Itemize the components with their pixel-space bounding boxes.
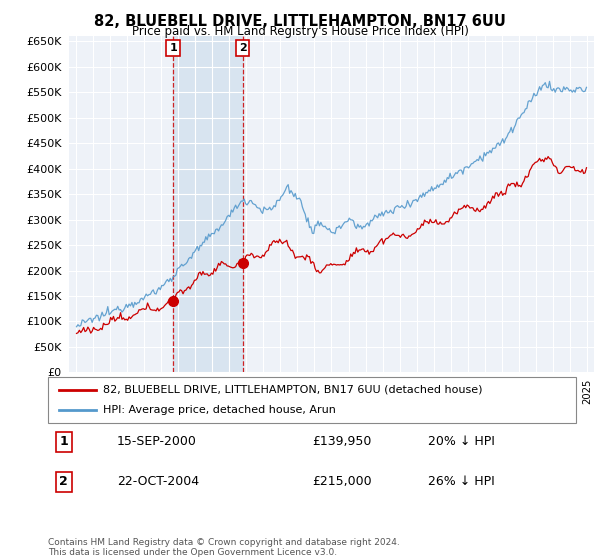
Text: 20% ↓ HPI: 20% ↓ HPI bbox=[428, 435, 495, 449]
Text: 2: 2 bbox=[59, 475, 68, 488]
Text: £215,000: £215,000 bbox=[312, 475, 371, 488]
Text: 2: 2 bbox=[239, 43, 247, 53]
Text: 26% ↓ HPI: 26% ↓ HPI bbox=[428, 475, 495, 488]
Text: 1: 1 bbox=[169, 43, 177, 53]
Text: 15-SEP-2000: 15-SEP-2000 bbox=[116, 435, 197, 449]
Bar bbox=[173, 36, 243, 372]
Text: Contains HM Land Registry data © Crown copyright and database right 2024.
This d: Contains HM Land Registry data © Crown c… bbox=[48, 538, 400, 557]
Text: Price paid vs. HM Land Registry's House Price Index (HPI): Price paid vs. HM Land Registry's House … bbox=[131, 25, 469, 38]
Text: 82, BLUEBELL DRIVE, LITTLEHAMPTON, BN17 6UU: 82, BLUEBELL DRIVE, LITTLEHAMPTON, BN17 … bbox=[94, 14, 506, 29]
Text: 1: 1 bbox=[59, 435, 68, 449]
Text: £139,950: £139,950 bbox=[312, 435, 371, 449]
Text: 22-OCT-2004: 22-OCT-2004 bbox=[116, 475, 199, 488]
Text: 82, BLUEBELL DRIVE, LITTLEHAMPTON, BN17 6UU (detached house): 82, BLUEBELL DRIVE, LITTLEHAMPTON, BN17 … bbox=[103, 385, 483, 395]
FancyBboxPatch shape bbox=[48, 377, 576, 423]
Text: HPI: Average price, detached house, Arun: HPI: Average price, detached house, Arun bbox=[103, 405, 337, 415]
